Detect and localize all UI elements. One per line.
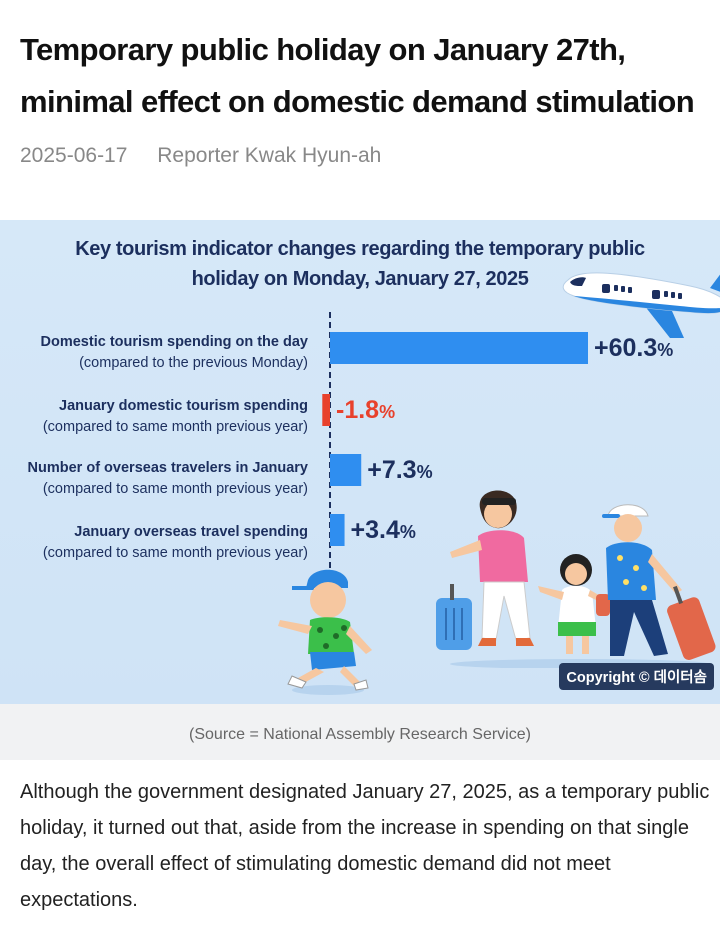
copyright-badge: Copyright © 데이터솜	[559, 663, 714, 690]
chart-title-line-2: holiday on Monday, January 27, 2025	[191, 268, 529, 290]
data-label-3: +3.4%	[351, 515, 416, 547]
family-with-luggage-icon	[436, 490, 716, 668]
bar-2	[330, 454, 362, 486]
data-label-unit: %	[379, 402, 396, 422]
data-label-unit: %	[657, 340, 674, 360]
article-reporter: Reporter Kwak Hyun-ah	[157, 144, 382, 167]
data-label-value: +7.3	[367, 456, 417, 484]
data-label-0: +60.3%	[594, 333, 673, 365]
chart-title-line-1: Key tourism indicator changes regarding …	[75, 238, 645, 260]
data-label-value: -1.8	[336, 396, 380, 424]
row-label-sub: (compared to same month previous year)	[42, 545, 308, 561]
row-label-sub: (compared to same month previous year)	[42, 419, 308, 435]
row-label-overseas-travelers: Number of overseas travelers in January …	[28, 458, 308, 500]
data-label-unit: %	[399, 522, 416, 542]
data-label-value: +3.4	[350, 516, 400, 544]
data-label-2: +7.3%	[367, 455, 432, 487]
chart-title: Key tourism indicator changes regarding …	[60, 234, 660, 294]
data-label-1: -1.8%	[336, 395, 395, 427]
article-body: Although the government designated Janua…	[20, 781, 710, 911]
running-child-icon	[278, 569, 372, 695]
image-source-caption: (Source = National Assembly Research Ser…	[0, 704, 720, 760]
article-date: 2025-06-17	[20, 144, 128, 167]
row-label-domestic-day: Domestic tourism spending on the day (co…	[41, 332, 308, 374]
row-label-sub: (compared to the previous Monday)	[79, 355, 308, 371]
bar-3	[330, 514, 345, 546]
row-label-sub: (compared to same month previous year)	[42, 481, 308, 497]
row-label-main: Number of overseas travelers in January	[27, 460, 308, 476]
bar-0	[330, 332, 588, 364]
row-label-domestic-january: January domestic tourism spending (compa…	[43, 396, 308, 438]
row-label-overseas-spending: January overseas travel spending (compar…	[43, 522, 308, 564]
row-label-main: Domestic tourism spending on the day	[40, 334, 308, 350]
article-headline: Temporary public holiday on January 27th…	[20, 32, 695, 119]
data-label-unit: %	[416, 462, 433, 482]
row-label-main: January domestic tourism spending	[59, 398, 308, 414]
zero-axis-line	[329, 312, 331, 568]
article-meta: 2025-06-17 Reporter Kwak Hyun-ah	[20, 144, 405, 168]
row-label-main: January overseas travel spending	[74, 524, 308, 540]
infographic: Key tourism indicator changes regarding …	[0, 220, 720, 704]
airplane-icon	[562, 272, 720, 338]
data-label-value: +60.3	[594, 334, 658, 362]
